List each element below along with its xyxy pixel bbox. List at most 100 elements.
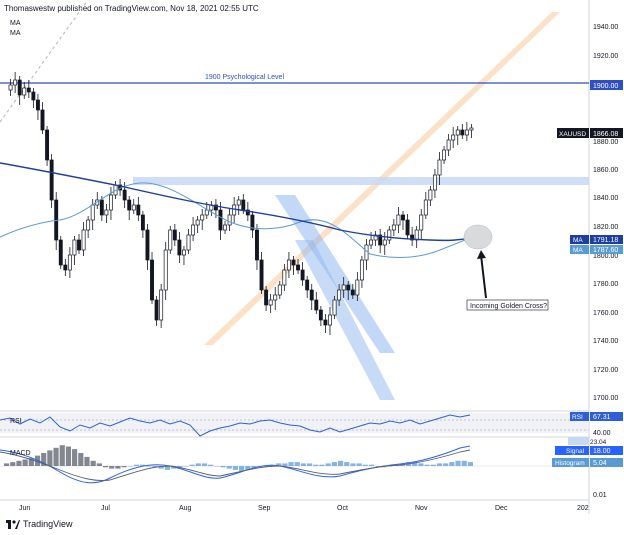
candle-body (90, 204, 95, 221)
macd-hist-bar (72, 449, 78, 466)
candle-body (136, 204, 141, 216)
candle-body (309, 289, 314, 301)
candle-body (58, 239, 63, 266)
candle-body (355, 279, 360, 296)
candle-body (391, 224, 396, 231)
macd-hist-bar (121, 466, 127, 468)
resistance-zone[interactable] (133, 177, 589, 185)
candle-body (26, 87, 31, 93)
candle-body (8, 84, 13, 91)
macd-hist-bar (10, 462, 16, 466)
ma1-label: MA (573, 237, 583, 244)
ma-slow-line[interactable] (0, 162, 471, 242)
macd-hist-bar (337, 460, 344, 466)
candle-body (410, 234, 415, 241)
macd-top-badge (568, 437, 589, 445)
macd-hist-bar (300, 463, 307, 466)
rsi-line[interactable] (0, 414, 471, 437)
rsi-label[interactable]: RSI (10, 418, 22, 425)
macd-label[interactable]: MACD (10, 450, 31, 457)
candle-body (255, 229, 259, 261)
candle-body (428, 189, 433, 201)
time-tick: Oct (337, 505, 348, 512)
histogram-value: 5.04 (593, 460, 607, 467)
candle-body (172, 229, 177, 241)
macd-hist-bar (195, 463, 201, 466)
ma1-badge (570, 235, 589, 244)
candle-body (218, 209, 223, 231)
macd-hist-bar (96, 463, 102, 466)
signal-line[interactable] (0, 449, 471, 481)
ma-legend-2[interactable]: MA (10, 30, 21, 37)
falling-channel-blue-2[interactable] (295, 240, 395, 400)
candle-body (99, 199, 104, 216)
candle-body (191, 224, 196, 236)
ma2-price-badge (590, 245, 623, 254)
candle-body (437, 159, 442, 176)
candle-body (286, 259, 291, 271)
tradingview-footer[interactable]: TradingView (6, 519, 73, 529)
tradingview-logo-icon (6, 519, 20, 529)
ma-legend-1[interactable]: MA (10, 20, 21, 27)
candle-body (177, 239, 182, 256)
macd-line[interactable] (0, 445, 471, 484)
signal-value-badge (590, 446, 623, 455)
level-badge (590, 80, 623, 90)
macd-hist-bar (109, 466, 115, 469)
candle-body (223, 224, 227, 231)
falling-channel-blue-1[interactable] (275, 195, 395, 353)
candle-body (250, 214, 255, 231)
candle-body (387, 229, 392, 241)
golden-cross-arrow[interactable] (480, 254, 487, 299)
macd-hist-bar (189, 464, 195, 466)
candle-body (72, 239, 77, 256)
candle-body (396, 214, 401, 226)
candle-body (145, 229, 150, 261)
macd-hist-bar (16, 460, 22, 466)
price-tick: 1740.00 (593, 338, 618, 345)
macd-histogram[interactable] (4, 445, 473, 472)
macd-hist-bar (78, 453, 84, 466)
candle-body (264, 289, 269, 306)
dashed-trend-line[interactable] (0, 0, 89, 123)
rsi-badge (570, 412, 589, 421)
macd-tick: 0.01 (593, 492, 607, 499)
price-tick: 1920.00 (593, 53, 618, 60)
macd-hist-bar (177, 466, 183, 468)
candle-body (86, 219, 91, 231)
macd-hist-bar (47, 450, 53, 466)
candle-body (464, 129, 469, 136)
macd-hist-bar (90, 460, 96, 466)
golden-cross-label-box[interactable] (466, 299, 549, 311)
candle-body (268, 299, 273, 306)
published-line: Thomaswestw published on TradingView.com… (4, 4, 259, 13)
candle-body (227, 214, 232, 226)
macd-hist-bar (313, 464, 319, 466)
macd-hist-bar (245, 466, 251, 470)
price-tick: 1760.00 (593, 310, 618, 317)
candle-body (282, 269, 287, 286)
candle-body (150, 259, 154, 301)
price-tick: 1720.00 (593, 367, 618, 374)
candle-body (81, 229, 86, 251)
macd-hist-bar (22, 459, 28, 466)
ma-fast-line[interactable] (0, 182, 471, 258)
ma1-price: 1791.18 (593, 237, 618, 244)
candle-body (45, 129, 50, 161)
macd-hist-bar (140, 464, 146, 466)
golden-cross-circle[interactable] (463, 224, 493, 250)
candle-body (22, 87, 27, 96)
candle-body (442, 149, 447, 161)
candle-body (332, 299, 337, 316)
macd-hist-bar (4, 463, 10, 466)
candlestick-series[interactable] (8, 72, 474, 335)
macd-hist-bar (220, 466, 226, 468)
macd-hist-bar (251, 466, 257, 469)
candle-body (300, 269, 305, 281)
macd-hist-bar (183, 466, 189, 467)
macd-hist-bar (158, 466, 164, 469)
candle-body (200, 214, 205, 221)
candle-body (469, 127, 474, 131)
macd-hist-bar (375, 466, 381, 467)
